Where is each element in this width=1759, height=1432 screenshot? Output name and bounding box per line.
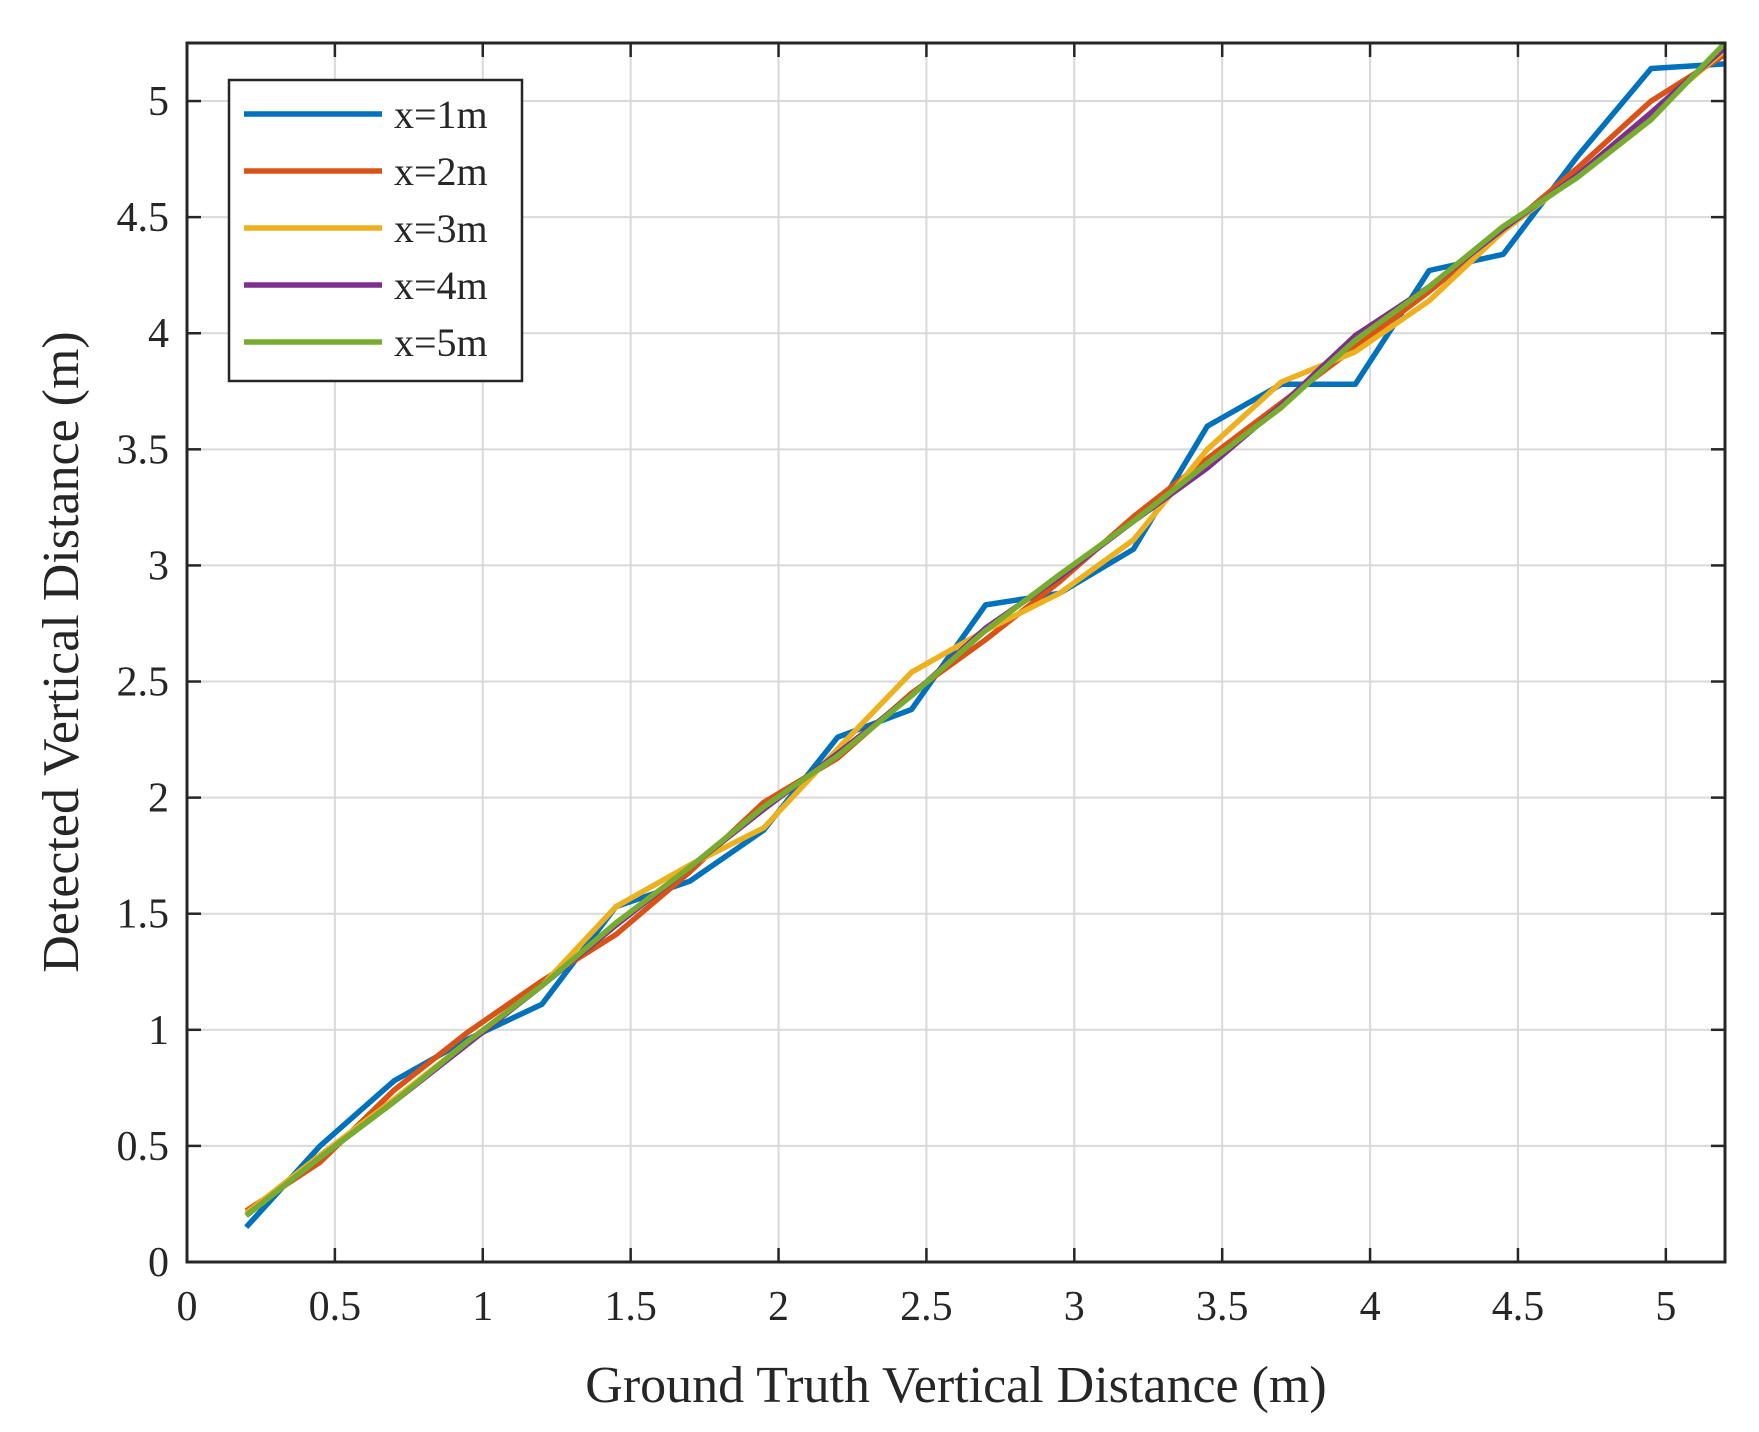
y-tick-label: 2	[148, 776, 169, 822]
legend-label-4: x=4m	[394, 263, 488, 308]
y-tick-label: 4	[148, 311, 169, 357]
legend-label-2: x=2m	[394, 149, 488, 194]
series-lines	[244, 41, 1727, 1230]
y-tick-label: 1	[148, 1008, 169, 1054]
legend: x=1m x=2m x=3m x=4m x=5m	[227, 78, 524, 383]
x-tick-label: 1.5	[604, 1284, 657, 1330]
series-line-5	[244, 41, 1727, 1218]
x-axis-label: Ground Truth Vertical Distance (m)	[585, 1357, 1326, 1414]
legend-label-1: x=1m	[394, 92, 488, 137]
x-tick-label: 4	[1360, 1284, 1381, 1330]
y-tick-label: 3	[148, 543, 169, 589]
y-tick-label: 4.5	[117, 195, 170, 241]
y-tick-label: 1.5	[117, 892, 170, 938]
axis-ticks	[185, 43, 1725, 1264]
y-tick-label: 3.5	[117, 427, 170, 473]
y-tick-label: 5	[148, 79, 169, 125]
x-tick-label: 3.5	[1196, 1284, 1249, 1330]
legend-label-3: x=3m	[394, 206, 488, 251]
y-tick-labels: 0 0.5 1 1.5 2 2.5 3 3.5 4 4.5 5	[117, 79, 170, 1286]
y-tick-label: 2.5	[117, 660, 170, 706]
x-tick-label: 5	[1655, 1284, 1676, 1330]
plot-border	[185, 41, 1727, 1264]
x-tick-label: 3	[1064, 1284, 1085, 1330]
x-tick-label: 2	[768, 1284, 789, 1330]
x-tick-label: 1	[472, 1284, 493, 1330]
x-tick-label: 0	[177, 1284, 198, 1330]
x-tick-label: 4.5	[1492, 1284, 1545, 1330]
x-tick-label: 2.5	[900, 1284, 953, 1330]
legend-label-5: x=5m	[394, 320, 488, 365]
x-tick-label: 0.5	[309, 1284, 362, 1330]
y-tick-label: 0	[148, 1240, 169, 1286]
y-axis-label: Detected Vertical Distance (m)	[33, 331, 90, 973]
x-tick-labels: 0 0.5 1 1.5 2 2.5 3 3.5 4 4.5 5	[177, 1284, 1677, 1330]
y-tick-label: 0.5	[117, 1124, 170, 1170]
